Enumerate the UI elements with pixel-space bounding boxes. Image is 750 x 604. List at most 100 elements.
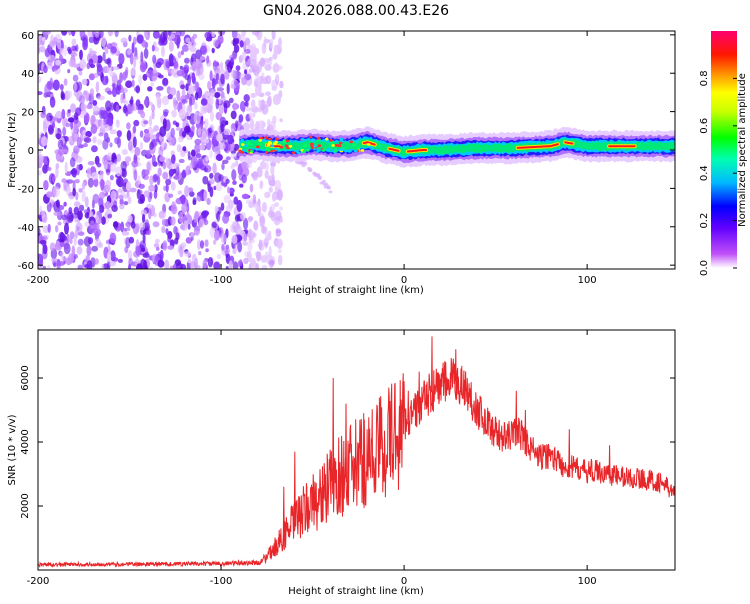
spectrogram-noise-cell [258, 99, 262, 108]
spectrogram-ridge-speckle [264, 151, 269, 154]
spectrogram-noise-cell [189, 162, 195, 169]
spectrogram-ridge-speckle [360, 149, 365, 152]
spectrogram-noise-cell [227, 134, 234, 145]
spectrogram-noise-cell [78, 95, 85, 104]
spectrogram-noise-cell [230, 122, 236, 133]
spectrogram-ridge-speckle [331, 144, 335, 147]
spectrogram-noise-cell [140, 111, 146, 119]
spectrogram-noise-cell [186, 105, 193, 115]
spectrogram-noise-cell [274, 202, 279, 207]
spectrogram-noise-cell [245, 199, 252, 204]
spectrogram-noise-cell [38, 170, 42, 176]
spectrogram-noise-cell [180, 150, 186, 158]
spectrogram-noise-cell [74, 82, 78, 91]
spectrogram-noise-cell [233, 143, 240, 151]
spectrogram-ridge-speckle [268, 137, 272, 141]
spectrogram-noise-cell [131, 160, 139, 168]
spectrogram-noise-cell [72, 74, 79, 82]
spectrogram-ridge-speckle [238, 149, 242, 153]
spectrogram-noise-cell [185, 83, 189, 92]
snr-series-line [38, 336, 675, 568]
spectrogram-noise-cell [101, 155, 109, 165]
spectrogram-noise-cell [215, 182, 223, 192]
spectrogram-noise-cell [217, 31, 226, 36]
spectrogram-noise-cell [274, 179, 282, 192]
spectrogram-noise-cell [176, 262, 183, 269]
spectrogram-noise-cell [250, 198, 254, 208]
spectrogram-noise-cell [225, 156, 231, 161]
spectrogram-noise-cell [168, 193, 174, 198]
spectrogram-noise-cell [42, 265, 47, 269]
snr-ytick-label: 2000 [20, 493, 31, 518]
spectrogram-noise-cell [271, 31, 276, 40]
spectrogram-noise-cell [181, 67, 188, 79]
spectrogram-noise-cell [120, 37, 128, 44]
spectrogram-noise-cell [257, 120, 266, 129]
spectrogram-noise-cell [129, 52, 134, 65]
spectrogram-ridge-speckle [325, 137, 329, 141]
spectrogram-noise-cell [116, 130, 122, 138]
spectrogram-ridge-speckle [247, 142, 251, 146]
spectrogram-noise-cell [197, 191, 203, 197]
spectrogram-noise-cell [170, 216, 176, 226]
spectrogram-noise-cell [152, 221, 160, 228]
spectrogram-noise-cell [191, 61, 197, 72]
spectrogram-noise-cell [109, 129, 117, 135]
spectrogram-ridge-speckle [296, 151, 301, 155]
spectrogram-noise-cell [173, 175, 180, 180]
spectrogram-noise-cell [58, 204, 65, 211]
spectrogram-noise-cell [199, 144, 206, 151]
spectrogram-noise-cell [142, 169, 150, 177]
spectrogram-ridge-speckle [275, 137, 279, 141]
spectrogram-noise-cell [232, 180, 237, 185]
spectrogram-noise-cell [211, 79, 219, 85]
spectrogram-noise-cell [120, 87, 128, 94]
spectrogram-noise-cell [46, 61, 53, 70]
spectrogram-noise-cell [151, 104, 156, 113]
spectrogram-noise-cell [187, 74, 192, 86]
spectrogram-noise-cell [71, 45, 77, 51]
spectrogram-ridge-speckle [353, 149, 358, 153]
spectrogram-noise-cell [191, 72, 196, 84]
spectrogram-noise-cell [150, 82, 155, 87]
snr-xtick-label: -100 [210, 576, 233, 587]
spectrogram-noise-cell [148, 208, 152, 220]
spectrogram-noise-cell [242, 107, 246, 113]
spectrogram-noise-cell [244, 37, 251, 46]
spectrogram-noise-cell [101, 263, 105, 269]
spectrogram-noise-cell [225, 178, 230, 184]
spectrogram-noise-cell [61, 108, 66, 120]
spectrogram-noise-cell [86, 245, 92, 256]
spectrogram-noise-cell [49, 41, 53, 46]
spectrogram-noise-cell [143, 31, 148, 39]
colorbar-gradient [711, 31, 737, 268]
spectrogram-noise-cell [184, 125, 191, 134]
spectrogram-noise-cell [223, 247, 231, 255]
spectrogram-noise-cell [197, 126, 202, 136]
spectrogram-noise-cell [106, 65, 113, 75]
spectrogram-ridge-speckle [286, 146, 290, 150]
spectrogram-noise-cell [171, 154, 176, 165]
spectrogram-noise-cell [118, 225, 125, 231]
spectrogram-noise-cell [228, 97, 234, 104]
spectrogram-noise-cell [128, 263, 132, 269]
spectrogram-noise-cell [69, 231, 75, 240]
spectrogram-noise-cell [242, 241, 248, 246]
spectrogram-noise-cell [270, 165, 275, 176]
spectrogram-noise-cell [77, 81, 83, 91]
spectrogram-noise-cell [231, 84, 236, 89]
spectrogram-noise-cell [100, 119, 105, 129]
spectrogram-noise-cell [230, 110, 237, 120]
spectrogram-noise-cell [176, 70, 184, 77]
spectrogram-noise-cell [232, 221, 238, 226]
spectrogram-noise-cell [186, 211, 190, 220]
spectrogram-noise-cell [76, 246, 83, 255]
spectrogram-ridge-speckle [339, 148, 344, 152]
spectrogram-noise-cell [267, 95, 272, 107]
spectrogram-noise-cell [146, 161, 151, 172]
spectrogram-noise-cell [101, 216, 106, 225]
spectrogram-ridge-speckle [241, 143, 245, 147]
spectrogram-noise-cell [106, 117, 114, 127]
spectrogram-noise-cell [70, 120, 74, 130]
spectrogram-noise-cell [53, 211, 61, 216]
